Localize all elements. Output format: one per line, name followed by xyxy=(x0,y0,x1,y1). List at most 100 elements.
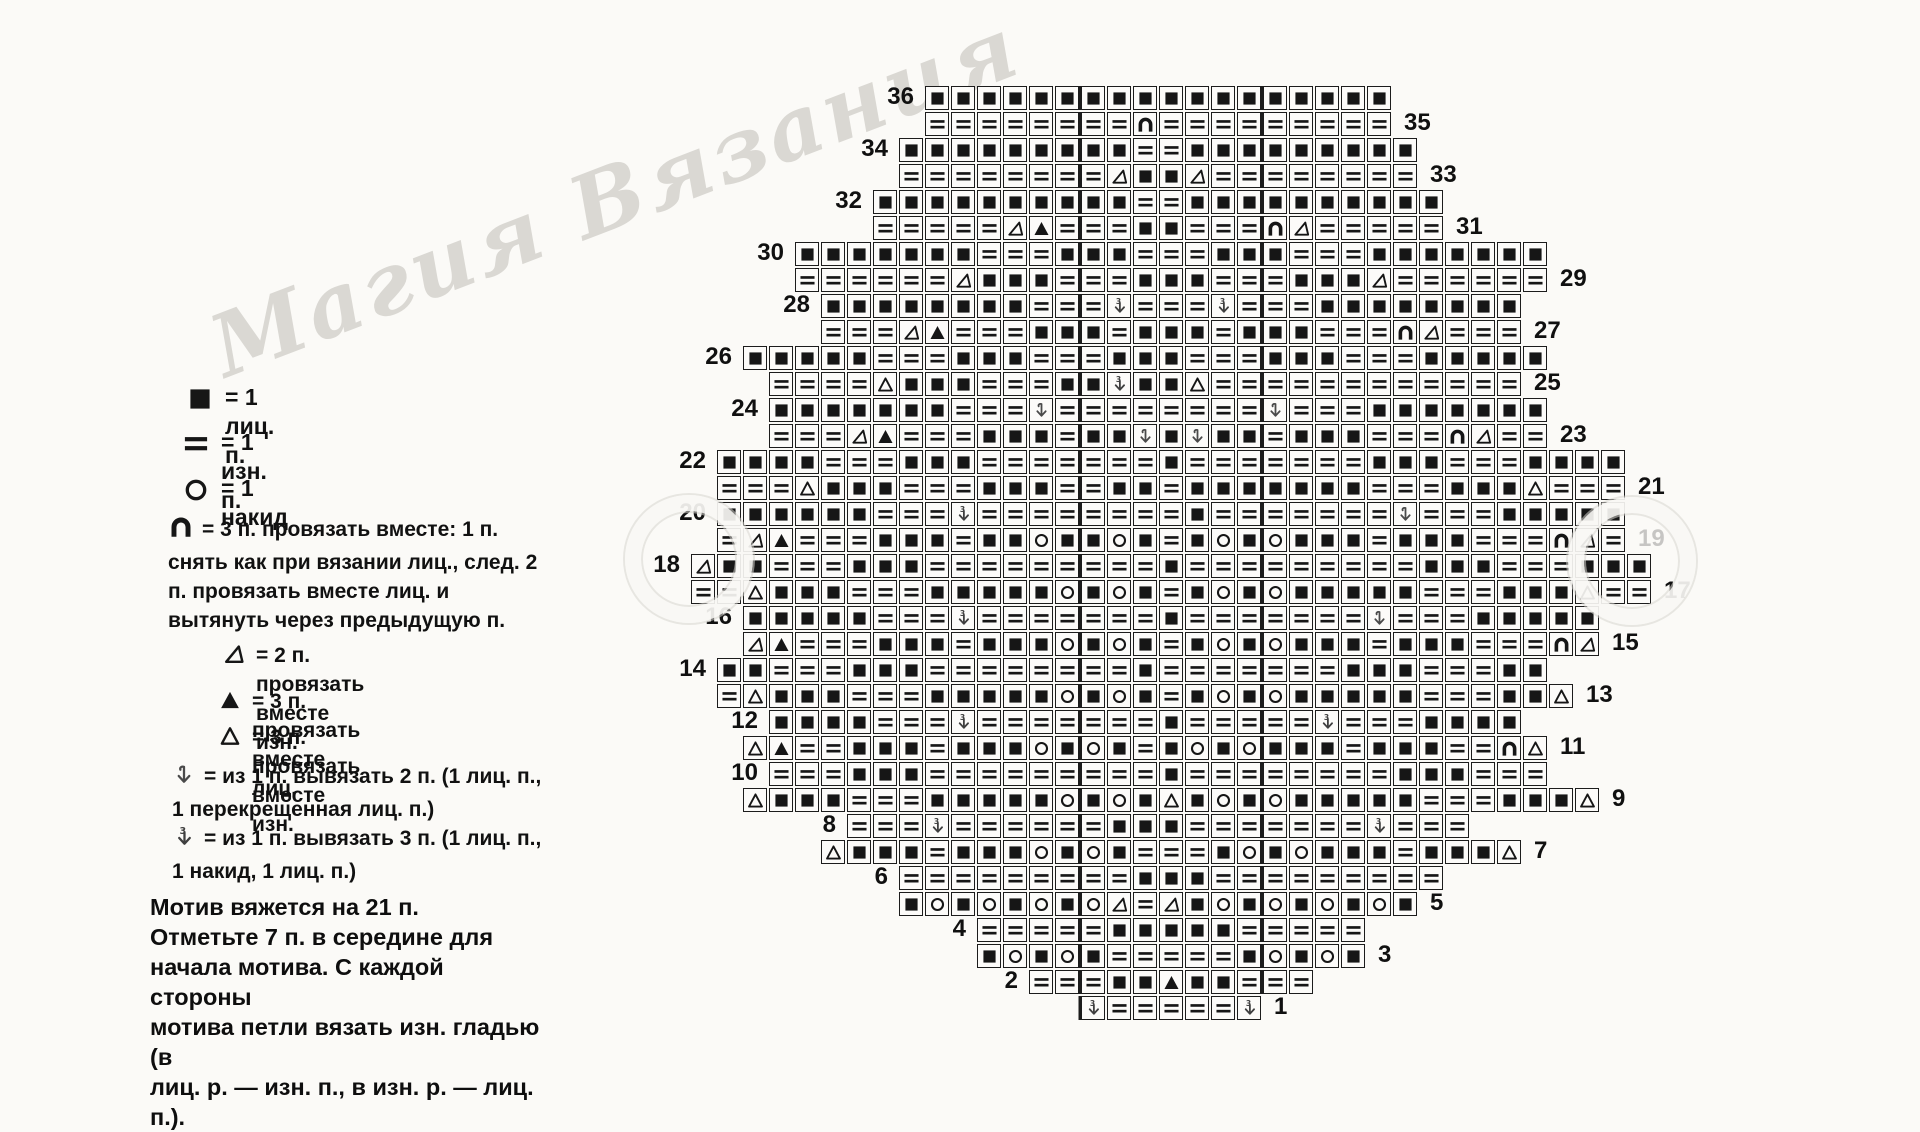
chart-cell-K xyxy=(1159,866,1183,890)
chart-cell-P xyxy=(821,736,845,760)
chart-cell-K xyxy=(1523,684,1547,708)
chart-cell-P xyxy=(1445,580,1469,604)
chart-cell-K xyxy=(1315,346,1339,370)
chart-cell-P xyxy=(1055,866,1079,890)
chart-cell-K xyxy=(977,138,1001,162)
chart-cell-K xyxy=(1055,528,1079,552)
chart-cell-K xyxy=(951,138,975,162)
chart-cell-P xyxy=(1497,528,1521,552)
chart-cell-P xyxy=(977,164,1001,188)
chart-cell-P xyxy=(1393,372,1417,396)
chart-cell-K xyxy=(1445,346,1469,370)
chart-cell-K xyxy=(821,710,845,734)
chart-cell-O xyxy=(1315,944,1339,968)
chart-cell-D xyxy=(1575,632,1599,656)
chart-cell-P xyxy=(977,450,1001,474)
chart-cell-P xyxy=(1237,372,1261,396)
svg-text:3: 3 xyxy=(933,817,938,826)
chart-cell-K xyxy=(1497,346,1521,370)
chart-cell-K xyxy=(1211,840,1235,864)
chart-cell-K xyxy=(1445,710,1469,734)
chart-cell-K xyxy=(769,502,793,526)
row-label-31: 31 xyxy=(1456,213,1483,240)
chart-cell-K xyxy=(1315,424,1339,448)
chart-cell-P xyxy=(1393,216,1417,240)
chart-cell-K xyxy=(1341,476,1365,500)
chart-cell-P xyxy=(1081,450,1105,474)
chart-cell-K xyxy=(717,658,741,682)
chart-cell-P xyxy=(951,658,975,682)
chart-cell-P xyxy=(795,372,819,396)
chart-cell-K xyxy=(1029,632,1053,656)
chart-cell-P xyxy=(1237,814,1261,838)
chart-cell-P xyxy=(1237,294,1261,318)
chart-cell-K xyxy=(1497,606,1521,630)
chart-cell-P xyxy=(1523,554,1547,578)
chart-cell-O xyxy=(1263,632,1287,656)
chart-cell-P xyxy=(1107,268,1131,292)
chart-row-3 xyxy=(976,943,1366,969)
chart-cell-T xyxy=(925,320,949,344)
chart-cell-K xyxy=(1133,866,1157,890)
chart-cell-K xyxy=(899,840,923,864)
chart-cell-O xyxy=(1029,840,1053,864)
chart-cell-P xyxy=(1263,866,1287,890)
chart-cell-P xyxy=(1289,164,1313,188)
chart-cell-P xyxy=(1185,294,1209,318)
chart-cell-P xyxy=(977,372,1001,396)
legend-p3tog-triangle-icon xyxy=(218,724,242,753)
chart-cell-P xyxy=(1003,658,1027,682)
chart-cell-P xyxy=(1367,502,1391,526)
chart-cell-P xyxy=(1159,138,1183,162)
chart-cell-K xyxy=(1393,658,1417,682)
chart-cell-K xyxy=(1133,658,1157,682)
chart-cell-K xyxy=(1523,606,1547,630)
chart-cell-P xyxy=(1445,450,1469,474)
chart-row-35 xyxy=(924,111,1392,137)
chart-cell-K xyxy=(1107,918,1131,942)
chart-cell-K xyxy=(977,580,1001,604)
note-line: лиц. р. — изн. п., в изн. р. — лиц. п.). xyxy=(150,1074,534,1130)
chart-cell-2 xyxy=(1263,398,1287,422)
chart-cell-K xyxy=(1367,138,1391,162)
chart-cell-K xyxy=(899,736,923,760)
chart-cell-T xyxy=(1159,970,1183,994)
chart-cell-P xyxy=(1081,476,1105,500)
chart-cell-P xyxy=(1003,450,1027,474)
chart-cell-P xyxy=(1133,138,1157,162)
chart-cell-P xyxy=(1133,762,1157,786)
chart-cell-P xyxy=(1393,866,1417,890)
chart-cell-P xyxy=(1211,606,1235,630)
chart-cell-K xyxy=(795,788,819,812)
chart-cell-K xyxy=(951,580,975,604)
chart-cell-K xyxy=(925,528,949,552)
chart-cell-P xyxy=(1263,554,1287,578)
chart-cell-P xyxy=(1003,320,1027,344)
chart-cell-K xyxy=(873,190,897,214)
chart-cell-D xyxy=(743,632,767,656)
chart-cell-K xyxy=(899,242,923,266)
chart-cell-P xyxy=(1211,398,1235,422)
legend-item-label: = 3 п. провязать вместе лиц. xyxy=(252,690,361,800)
chart-cell-K xyxy=(1367,840,1391,864)
chart-cell-K xyxy=(1263,346,1287,370)
chart-cell-K xyxy=(743,450,767,474)
chart-row-34 xyxy=(898,137,1418,163)
chart-cell-K xyxy=(795,346,819,370)
chart-cell-P xyxy=(1341,918,1365,942)
chart-cell-P xyxy=(1081,762,1105,786)
chart-cell-K xyxy=(1237,684,1261,708)
chart-cell-P xyxy=(977,112,1001,136)
chart-cell-P xyxy=(1289,710,1313,734)
chart-cell-t xyxy=(1549,684,1573,708)
chart-cell-P xyxy=(1029,502,1053,526)
chart-cell-K xyxy=(1029,268,1053,292)
chart-row-24 xyxy=(768,397,1548,423)
chart-cell-K xyxy=(1185,580,1209,604)
chart-row-26 xyxy=(742,345,1548,371)
chart-row-33 xyxy=(898,163,1418,189)
chart-cell-D xyxy=(1289,216,1313,240)
chart-cell-P xyxy=(1055,112,1079,136)
chart-cell-P xyxy=(1211,450,1235,474)
chart-cell-t xyxy=(1159,788,1183,812)
